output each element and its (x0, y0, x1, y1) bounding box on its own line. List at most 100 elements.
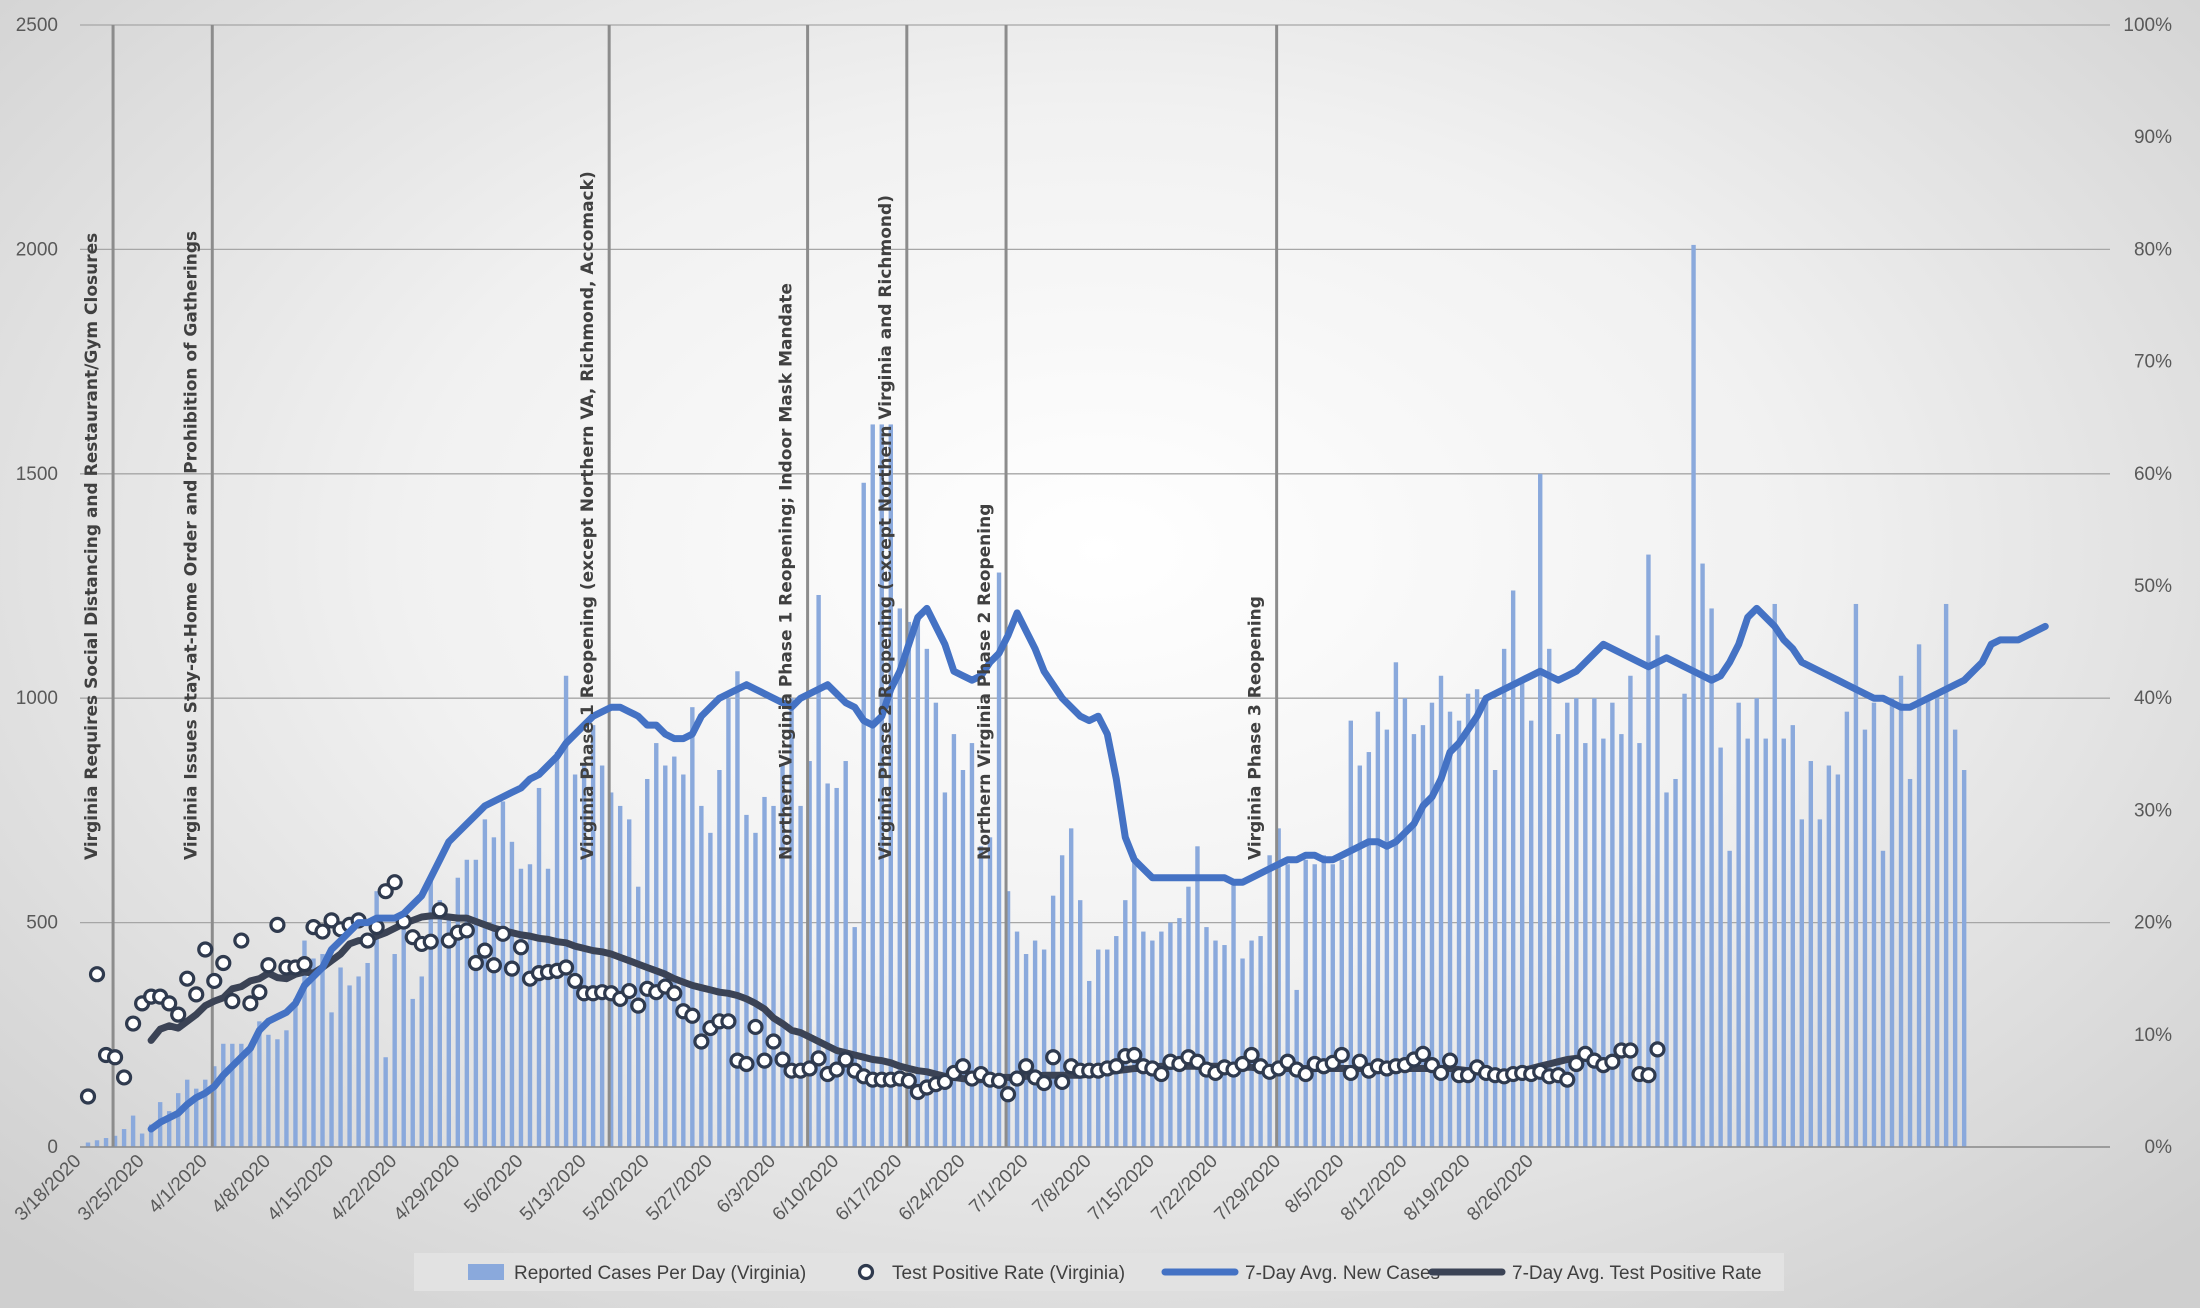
bar (1177, 918, 1182, 1147)
bar (1898, 675, 1904, 1147)
test-positive-point (1126, 1046, 1143, 1064)
bar (1601, 738, 1606, 1147)
bar (1150, 940, 1155, 1147)
x-tick-label: 8/26/2020 (1463, 1151, 1538, 1226)
bar (1050, 895, 1056, 1147)
y-right-tick-label: 60% (2134, 464, 2172, 485)
bar (1565, 702, 1570, 1147)
bar (897, 608, 902, 1147)
bar (1438, 675, 1444, 1147)
test-positive-point (756, 1052, 773, 1069)
bar (1628, 675, 1633, 1147)
bar (1817, 819, 1823, 1147)
bar (1276, 828, 1281, 1147)
test-positive-point (1234, 1055, 1251, 1073)
test-positive-point (720, 1013, 737, 1030)
bar (834, 787, 839, 1147)
bar (176, 1093, 181, 1147)
bar (139, 1133, 145, 1147)
bar (699, 805, 704, 1147)
event-label: Northern Virginia Phase 2 Reopening (975, 504, 995, 860)
bar (608, 792, 614, 1147)
test-positive-point (1432, 1064, 1450, 1082)
bar (266, 1034, 271, 1147)
test-positive-point (1333, 1046, 1350, 1064)
bar (1619, 734, 1624, 1147)
bar (257, 1021, 262, 1147)
bar (1664, 792, 1669, 1147)
test-positive-point (1045, 1049, 1062, 1066)
bar (1321, 855, 1326, 1147)
test-positive-point (206, 972, 223, 990)
x-tick-label: 8/12/2020 (1337, 1151, 1412, 1226)
bar (185, 1079, 190, 1147)
bar (942, 792, 948, 1147)
x-tick-label: 7/1/2020 (965, 1151, 1032, 1218)
bar (1763, 738, 1768, 1147)
bar (365, 962, 370, 1147)
bar (906, 621, 912, 1147)
bar (663, 765, 668, 1147)
bar (1474, 689, 1480, 1147)
test-positive-point (106, 1049, 124, 1066)
bar (1574, 698, 1579, 1147)
bar (239, 1043, 244, 1147)
test-positive-point (431, 902, 448, 919)
bar (148, 1124, 154, 1147)
y-right-tick-label: 80% (2134, 239, 2172, 260)
bars-reported-cases (85, 244, 1967, 1148)
test-positive-point (990, 1072, 1008, 1089)
bar (374, 891, 379, 1147)
bar (978, 846, 984, 1147)
bar (410, 998, 415, 1147)
bar (1862, 729, 1868, 1147)
y-right-tick-label: 50% (2134, 576, 2172, 597)
event-label: Virginia Phase 1 Reopening (except North… (578, 171, 598, 860)
test-positive-point (557, 959, 575, 976)
bar (1691, 244, 1696, 1148)
bar (1529, 720, 1534, 1147)
y-left-tick-label: 0 (47, 1137, 58, 1158)
points-test-positive-rate (79, 874, 1666, 1105)
bar (1005, 891, 1011, 1147)
bar (1736, 702, 1741, 1147)
test-positive-point (1153, 1065, 1170, 1083)
test-positive-point (1036, 1074, 1053, 1092)
bar (230, 1043, 235, 1147)
bar (987, 837, 993, 1147)
test-positive-point (269, 916, 286, 933)
bar (717, 770, 722, 1147)
bar (1556, 734, 1561, 1147)
bar (789, 698, 794, 1147)
test-positive-point (1414, 1045, 1432, 1062)
test-positive-point (828, 1061, 845, 1078)
test-positive-point (503, 960, 521, 977)
bar (464, 859, 470, 1147)
test-positive-point (954, 1058, 972, 1075)
test-positive-point (684, 1007, 701, 1024)
bar (1249, 940, 1254, 1147)
bar (1492, 770, 1498, 1147)
x-tick-label: 5/27/2020 (642, 1151, 717, 1226)
bar (437, 900, 442, 1147)
bar (275, 1039, 280, 1147)
bar (509, 841, 515, 1147)
bar (1754, 698, 1759, 1147)
bar (1501, 648, 1507, 1147)
bar (1835, 774, 1841, 1147)
bar (1547, 648, 1552, 1147)
event-label: Virginia Phase 2 Reopening (except North… (876, 195, 896, 860)
legend-label: Test Positive Rate (Virginia) (892, 1263, 1125, 1284)
y-left-tick-label: 2000 (16, 239, 58, 260)
test-positive-point (566, 972, 584, 990)
y-right-tick-label: 100% (2123, 15, 2172, 36)
test-positive-point (1297, 1065, 1314, 1083)
bar (654, 743, 659, 1147)
bar (1826, 765, 1832, 1147)
x-tick-label: 4/15/2020 (263, 1151, 338, 1226)
test-positive-point (215, 954, 232, 972)
bar (455, 877, 461, 1147)
bar (85, 1142, 91, 1147)
bar (735, 671, 740, 1147)
test-positive-point (323, 912, 340, 929)
